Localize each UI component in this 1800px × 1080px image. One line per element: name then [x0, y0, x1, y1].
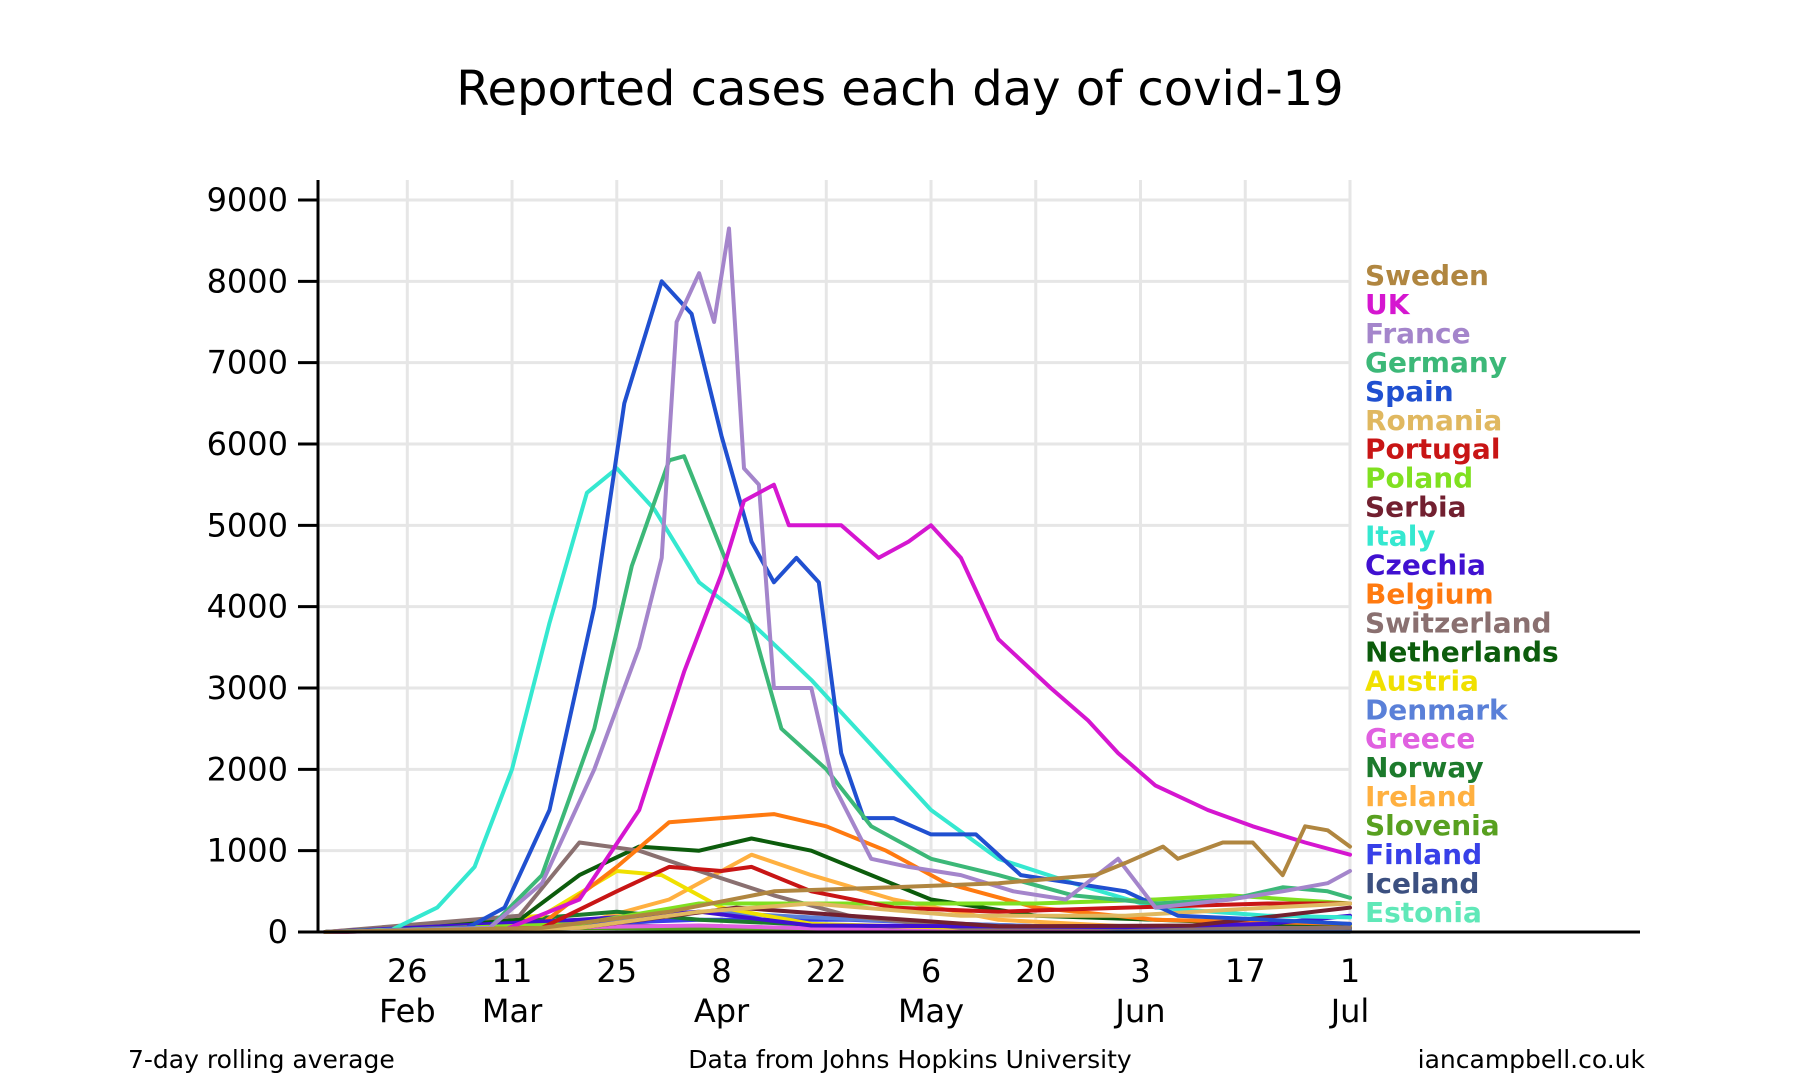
legend-entry-netherlands: Netherlands: [1365, 635, 1559, 668]
legend-entry-ireland: Ireland: [1365, 780, 1477, 813]
legend: SwedenUKFranceGermanySpainRomaniaPortuga…: [1365, 259, 1559, 929]
legend-entry-austria: Austria: [1365, 664, 1479, 697]
y-tick-label: 1000: [207, 832, 288, 870]
series-lines: [323, 226, 1352, 934]
x-tick-day: 1: [1340, 952, 1360, 990]
y-tick-label: 3000: [207, 669, 288, 707]
y-tick-label: 2000: [207, 750, 288, 788]
gridlines: [318, 180, 1352, 932]
x-tick-day: 17: [1225, 952, 1266, 990]
y-tick-labels: 0 1000 2000 3000 4000 5000 6000 7000 8000 9000: [207, 181, 288, 951]
series-line-uk: [323, 482, 1352, 934]
legend-entry-finland: Finland: [1365, 838, 1482, 871]
y-tick-label: 6000: [207, 425, 288, 463]
x-tick-day: 3: [1130, 952, 1150, 990]
legend-entry-belgium: Belgium: [1365, 577, 1494, 610]
y-tick-label: 9000: [207, 181, 288, 219]
x-tick-month: Apr: [694, 992, 750, 1030]
y-tick-label: 8000: [207, 262, 288, 300]
x-tick-day: 20: [1015, 952, 1056, 990]
legend-entry-switzerland: Switzerland: [1365, 606, 1552, 639]
legend-entry-norway: Norway: [1365, 751, 1484, 784]
series-line-portugal: [323, 864, 1352, 934]
x-tick-month: Jun: [1114, 992, 1166, 1030]
x-tick-month: Mar: [482, 992, 543, 1030]
legend-entry-serbia: Serbia: [1365, 491, 1467, 524]
legend-entry-italy: Italy: [1365, 520, 1436, 553]
legend-entry-uk: UK: [1365, 288, 1411, 321]
legend-entry-greece: Greece: [1365, 722, 1475, 755]
series-line-romania: [323, 901, 1352, 934]
footer-center: Data from Johns Hopkins University: [688, 1045, 1132, 1074]
series-line-sweden: [323, 824, 1352, 934]
x-tick-day: 26: [387, 952, 428, 990]
x-tick-day: 22: [806, 952, 847, 990]
x-tick-day: 6: [921, 952, 941, 990]
legend-entry-sweden: Sweden: [1365, 259, 1489, 292]
y-tick-label: 5000: [207, 506, 288, 544]
legend-entry-denmark: Denmark: [1365, 693, 1509, 726]
footer-right: iancampbell.co.uk: [1418, 1045, 1646, 1074]
x-tick-day: 8: [711, 952, 731, 990]
footer-left: 7-day rolling average: [128, 1045, 395, 1074]
legend-entry-estonia: Estonia: [1365, 896, 1482, 929]
series-line-france: [323, 226, 1352, 934]
chart-title: Reported cases each day of covid-19: [456, 61, 1343, 117]
legend-entry-slovenia: Slovenia: [1365, 809, 1500, 842]
legend-entry-poland: Poland: [1365, 462, 1473, 495]
legend-entry-germany: Germany: [1365, 346, 1507, 379]
axes: [298, 180, 1640, 934]
y-tick-label: 0: [268, 913, 288, 951]
series-line-czechia: [323, 909, 1352, 934]
x-tick-month: May: [898, 992, 964, 1030]
legend-entry-france: France: [1365, 317, 1471, 350]
x-tick-day: 11: [492, 952, 533, 990]
y-tick-label: 7000: [207, 344, 288, 382]
x-tick-month: Feb: [379, 992, 436, 1030]
x-tick-day: 25: [596, 952, 637, 990]
x-tick-month: Jul: [1329, 992, 1370, 1030]
legend-entry-spain: Spain: [1365, 375, 1454, 408]
y-tick-label: 4000: [207, 588, 288, 626]
legend-entry-czechia: Czechia: [1365, 549, 1486, 582]
legend-entry-portugal: Portugal: [1365, 433, 1500, 466]
legend-entry-iceland: Iceland: [1365, 867, 1479, 900]
legend-entry-romania: Romania: [1365, 404, 1502, 437]
